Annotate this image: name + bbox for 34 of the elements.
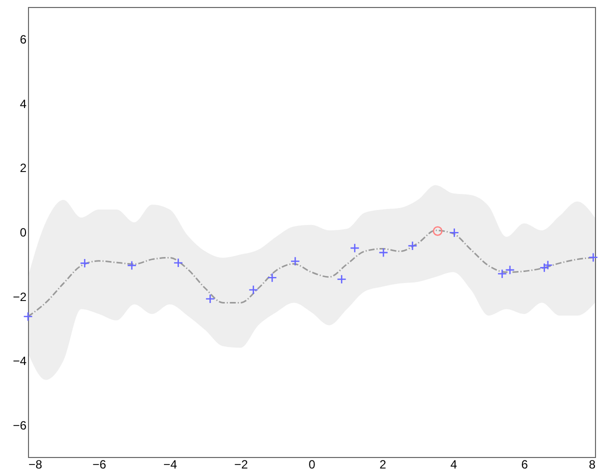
x-tick-label: −4	[163, 458, 178, 472]
point	[497, 268, 507, 279]
y-tick-label: 2	[20, 161, 27, 176]
x-tick-label: 8	[588, 458, 596, 472]
x-tick-label: −8	[28, 458, 43, 472]
point	[408, 240, 418, 251]
point	[248, 285, 258, 295]
x-tick-label: 0	[308, 458, 316, 472]
point	[588, 252, 598, 262]
point	[350, 243, 360, 253]
y-tick-label: 4	[20, 96, 27, 111]
point	[449, 228, 460, 238]
point	[505, 265, 515, 275]
point	[127, 260, 137, 270]
x-tick-label: 4	[450, 458, 458, 472]
x-tick-label: −2	[234, 458, 248, 472]
y-tick-label: 0	[20, 226, 27, 240]
point	[290, 256, 300, 266]
y-tick-label: −6	[12, 418, 27, 432]
point	[80, 258, 90, 268]
x-tick-label: 2	[380, 458, 387, 472]
x-tick-label: 6	[521, 458, 528, 472]
point	[432, 226, 442, 236]
point	[173, 258, 184, 268]
point	[336, 274, 346, 284]
point	[205, 294, 215, 304]
y-tick-label: −4	[12, 354, 27, 368]
point	[267, 272, 277, 282]
x-tick-label: −6	[92, 458, 107, 472]
point	[543, 260, 553, 270]
point	[378, 248, 388, 258]
y-tick-label: −2	[12, 290, 27, 304]
y-tick-label: 6	[20, 32, 27, 47]
point	[23, 312, 33, 322]
